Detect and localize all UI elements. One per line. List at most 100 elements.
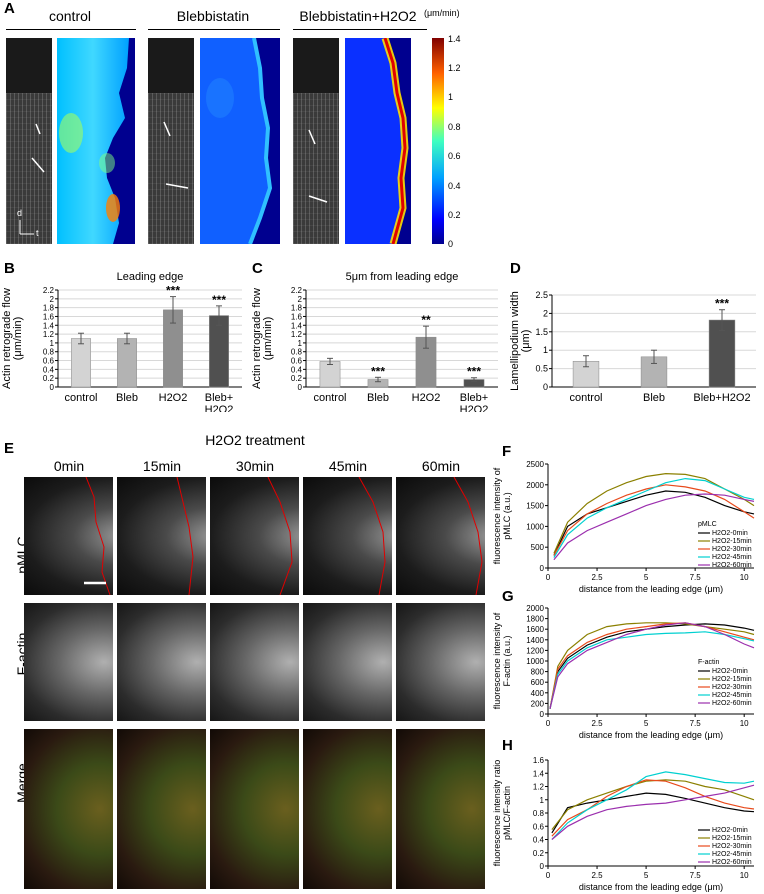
- y-tick-label: 0.6: [43, 357, 55, 366]
- x-tick-label: 0: [546, 719, 551, 728]
- y-tick-label: 1400: [526, 636, 544, 645]
- y-tick-label: 0: [50, 383, 55, 392]
- chart-title: 5μm from leading edge: [346, 271, 459, 283]
- kymograph-bleb-h2o2: [293, 38, 339, 244]
- x-category-label: control: [64, 392, 97, 404]
- axis-t-label: t: [36, 228, 39, 238]
- series-line: [551, 792, 755, 834]
- line-chart-f: 0 500 1000 1500 2000 2500 0 2.5 5 7.5 10 distance f…: [492, 460, 755, 594]
- image-factin-30min: [210, 603, 299, 721]
- legend-label: H2O2-30min: [712, 843, 752, 850]
- y-tick-label: 2500: [526, 460, 544, 469]
- y-axis-label: pMLC/F-actin: [502, 786, 512, 840]
- y-tick-label: 2000: [526, 604, 544, 613]
- divider: [6, 29, 136, 30]
- y-tick-label: 0.6: [533, 822, 545, 831]
- significance-marker: **: [421, 313, 431, 327]
- significance-marker: ***: [212, 293, 226, 307]
- legend-label: H2O2-60min: [712, 859, 752, 866]
- y-tick-label: 600: [531, 678, 545, 687]
- panel-c-label: C: [252, 260, 263, 277]
- panel-f-label: F: [502, 443, 512, 460]
- y-tick-label: 1.4: [43, 321, 55, 330]
- x-category-label: Bleb+H2O2: [693, 392, 750, 404]
- x-category-label: control: [313, 392, 346, 404]
- time-label: 15min: [142, 458, 182, 474]
- x-category-label: control: [569, 392, 602, 404]
- time-label: 30min: [235, 458, 275, 474]
- x-tick-label: 2.5: [591, 573, 603, 582]
- series-line: [549, 622, 755, 709]
- flow-map-control: [57, 38, 135, 244]
- y-tick-label: 1.6: [533, 756, 545, 765]
- y-tick-label: 2: [298, 295, 303, 304]
- y-axis-label: (μm/min): [12, 317, 24, 361]
- y-tick-label: 0.2: [43, 374, 55, 383]
- y-axis-label: fluorescence intensity of: [492, 612, 502, 709]
- y-tick-label: 1.6: [43, 312, 55, 321]
- x-tick-label: 5: [644, 573, 649, 582]
- image-merge-0min: [24, 729, 113, 889]
- y-axis-label: Actin retrograde flow: [1, 288, 13, 389]
- y-tick-label: 1: [298, 339, 303, 348]
- flow-map-blebbistatin: [200, 38, 280, 244]
- image-pmlc-45min: [303, 477, 392, 595]
- x-category-label: H2O2: [205, 404, 234, 412]
- flow-map-control-fill: [57, 38, 129, 244]
- y-tick-label: 1000: [526, 657, 544, 666]
- series-line: [549, 622, 755, 709]
- divider: [148, 29, 280, 30]
- legend-label: H2O2-30min: [712, 546, 752, 553]
- cell-edge-outline: [453, 477, 483, 595]
- x-category-label: Bleb: [643, 392, 665, 404]
- y-axis-label: F-actin (a.u.): [502, 635, 512, 686]
- colorbar: [432, 38, 444, 244]
- x-axis-label: distance from the leading edge (μm): [579, 584, 723, 594]
- y-tick-label: 0.4: [291, 365, 303, 374]
- bar-chart-d: 0 0.5 1 1.5 2 2.5 Lamellipodium width (μm) contr…: [509, 290, 756, 404]
- legend-label: H2O2-0min: [712, 827, 748, 834]
- image-factin-15min: [117, 603, 206, 721]
- x-axis-label: distance from the leading edge (μm): [579, 882, 723, 892]
- kymograph-blebbistatin: [148, 38, 194, 244]
- significance-marker: ***: [467, 365, 481, 379]
- y-tick-label: 0: [298, 383, 303, 392]
- colorbar-tick: 0.2: [448, 210, 461, 220]
- image-merge-45min: [303, 729, 392, 889]
- y-tick-label: 500: [531, 543, 545, 552]
- y-tick-label: 1.2: [291, 330, 303, 339]
- time-label: 45min: [328, 458, 368, 474]
- x-tick-label: 0: [546, 871, 551, 880]
- legend-label: H2O2-60min: [712, 562, 752, 569]
- bar: [71, 338, 91, 388]
- y-tick-label: 2: [50, 295, 55, 304]
- image-merge-30min: [210, 729, 299, 889]
- colorbar-tick: 0: [448, 239, 454, 249]
- y-tick-label: 1000: [526, 522, 544, 531]
- kymograph-control: d t: [6, 38, 52, 244]
- y-tick-label: 2.5: [535, 290, 548, 300]
- flow-map-bleb-h2o2: [345, 38, 411, 244]
- divider: [293, 29, 427, 30]
- legend-label: H2O2-15min: [712, 538, 752, 545]
- significance-marker: ***: [166, 284, 180, 298]
- x-category-label: Bleb: [116, 392, 138, 404]
- x-category-label: Bleb: [367, 392, 389, 404]
- y-axis-label: fluorescence intensity ratio: [492, 760, 502, 867]
- y-tick-label: 1800: [526, 615, 544, 624]
- x-tick-label: 2.5: [591, 719, 603, 728]
- y-tick-label: 1: [50, 339, 55, 348]
- y-tick-label: 0.6: [291, 357, 303, 366]
- legend-label: H2O2-45min: [712, 554, 752, 561]
- cell-edge-outline: [84, 477, 111, 595]
- x-tick-label: 7.5: [690, 719, 702, 728]
- x-category-label: H2O2: [460, 404, 489, 412]
- panel-e-label: E: [4, 440, 15, 457]
- y-tick-label: 1: [540, 796, 545, 805]
- y-tick-label: 0.2: [291, 374, 303, 383]
- panel-h-label: H: [502, 737, 513, 754]
- y-tick-label: 0.4: [533, 836, 545, 845]
- y-axis-label: (μm): [520, 330, 532, 353]
- panel-a-label: A: [4, 0, 15, 17]
- legend-label: H2O2-0min: [712, 530, 748, 537]
